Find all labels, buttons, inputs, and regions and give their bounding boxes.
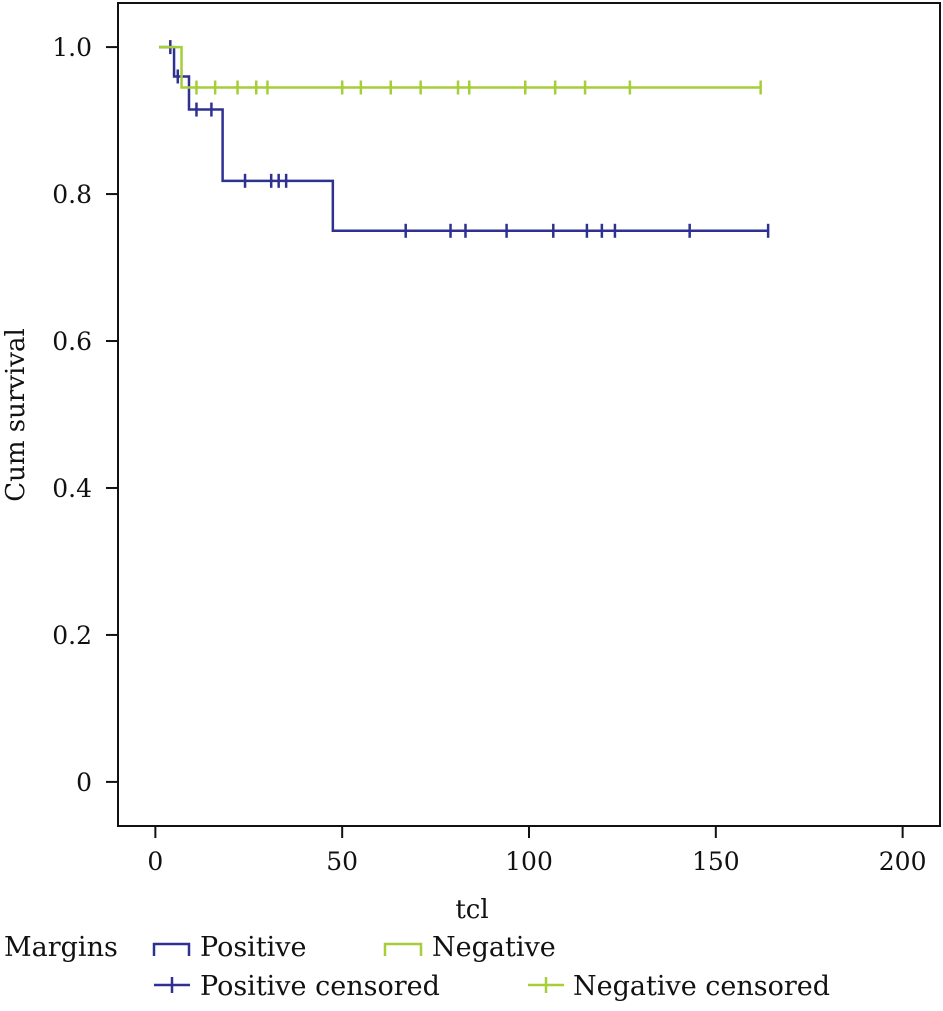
legend-label-positive: Positive (200, 932, 307, 963)
km-curve-negative (159, 45, 761, 89)
legend-censor-positive (154, 977, 190, 993)
y-tick-label: 1.0 (52, 33, 92, 62)
x-tick-label: 200 (879, 847, 927, 876)
x-axis: 0 50 100 150 200 (147, 826, 926, 876)
legend-label-positive-censored: Positive censored (200, 971, 440, 1002)
plot-frame (117, 2, 941, 827)
legend-title: Margins (4, 932, 118, 963)
legend-step-negative (383, 942, 423, 956)
x-tick-label: 0 (147, 847, 163, 876)
x-axis-title: tcl (455, 895, 488, 925)
x-tick-label: 50 (326, 847, 358, 876)
y-axis-title: Cum survival (1, 328, 31, 502)
y-tick-label: 0.4 (52, 474, 92, 503)
x-tick-label: 150 (692, 847, 740, 876)
y-tick-label: 0.6 (52, 327, 92, 356)
x-tick-label: 100 (505, 847, 553, 876)
y-axis: 0 0.2 0.4 0.6 0.8 1.0 (52, 33, 118, 797)
legend-label-negative: Negative (432, 932, 556, 963)
legend: Margins Positive Negative Positive censo… (4, 932, 830, 1002)
y-tick-label: 0.2 (52, 621, 92, 650)
y-tick-label: 0.8 (52, 180, 92, 209)
km-curve-positive (159, 45, 769, 233)
legend-censor-negative (528, 977, 564, 993)
y-tick-label: 0 (76, 768, 92, 797)
series-layer (159, 40, 770, 238)
legend-step-positive (152, 942, 191, 956)
legend-label-negative-censored: Negative censored (573, 971, 830, 1002)
